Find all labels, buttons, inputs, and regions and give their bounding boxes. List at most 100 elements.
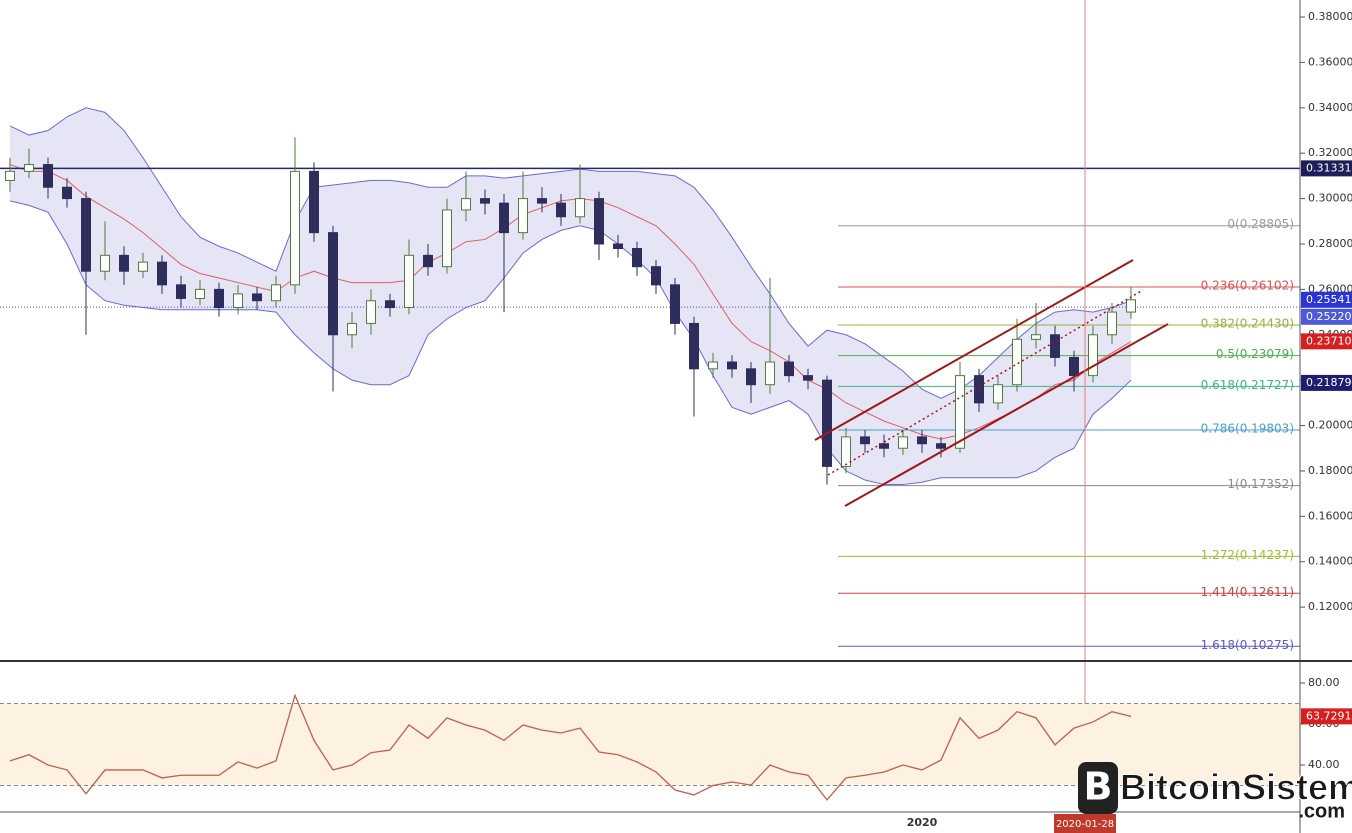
candle-body <box>404 254 414 309</box>
candle-body <box>1088 334 1098 377</box>
candle-body <box>1069 356 1079 377</box>
channel-mid <box>827 289 1144 476</box>
fib-label: 0.236(0.26102) <box>1201 279 1294 293</box>
y-tick-label: 0.36000 <box>1308 55 1352 68</box>
rsi-value-box <box>1301 708 1352 725</box>
price-label: 0.21879 <box>1306 376 1352 389</box>
fib-label: 0.382(0.24430) <box>1201 317 1294 331</box>
bollinger-fill <box>10 107 1131 485</box>
channel-upper <box>814 259 1134 441</box>
axis-labels: 0.120000.140000.160000.180000.200000.220… <box>907 10 1352 833</box>
candle-body <box>518 198 528 234</box>
candle-body <box>271 284 281 302</box>
y-tick-label: 0.32000 <box>1308 146 1352 159</box>
y-tick-label: 40.00 <box>1308 758 1340 771</box>
candle-body <box>746 368 756 386</box>
candle-body <box>461 198 471 211</box>
y-tick-label: 0.20000 <box>1308 419 1352 432</box>
candle-body <box>138 261 148 272</box>
y-tick-label: 0.34000 <box>1308 101 1352 114</box>
candle-body <box>974 375 984 404</box>
y-tick-label: 0.16000 <box>1308 509 1352 522</box>
candle-body <box>537 198 547 204</box>
candle-body <box>1126 299 1136 313</box>
y-tick-label: 0.14000 <box>1308 555 1352 568</box>
y-tick-label: 0.38000 <box>1308 10 1352 23</box>
candle-body <box>100 254 110 272</box>
crosshair-date: 2020-01-28 <box>1056 819 1114 830</box>
candle-body <box>176 284 186 299</box>
candle-body <box>708 361 718 370</box>
price-label: 0.23710 <box>1306 334 1352 347</box>
candle-body <box>157 261 167 286</box>
crosshair-date-box <box>1054 814 1116 833</box>
price-label-box <box>1301 308 1352 325</box>
fib-label: 0.618(0.21727) <box>1201 378 1294 392</box>
price-label: 0.25541 <box>1306 293 1352 306</box>
fib-label: 0.5(0.23079) <box>1216 347 1294 361</box>
candle-body <box>993 384 1003 404</box>
candle-body <box>917 436 927 445</box>
candle-body <box>765 361 775 386</box>
price-label-box <box>1301 160 1352 177</box>
candle-body <box>898 436 908 449</box>
x-tick-label: 2020 <box>907 816 938 829</box>
watermark-brand: BitcoinSistemi <box>1120 767 1352 808</box>
candle-body <box>43 164 53 188</box>
candle-body <box>423 254 433 268</box>
candle-body <box>784 361 794 377</box>
fib-label: 1(0.17352) <box>1227 477 1294 491</box>
fib-label: 1.272(0.14237) <box>1201 548 1294 562</box>
fib-label: 0.786(0.19803) <box>1201 422 1294 436</box>
watermark-logo <box>1078 762 1118 814</box>
y-tick-label: 0.28000 <box>1308 237 1352 250</box>
candle-body <box>62 186 72 200</box>
candle-body <box>1107 311 1117 336</box>
candle-body <box>385 300 395 309</box>
fib-label: 0(0.28805) <box>1227 217 1294 231</box>
watermark: B BitcoinSistemi .com <box>1078 762 1352 822</box>
price-panel: 0(0.28805) 0.236(0.26102) 0.382(0.24430) 0.… <box>0 107 1300 652</box>
candle-body <box>290 170 300 286</box>
candle-body <box>5 170 15 181</box>
price-label-box <box>1301 333 1352 350</box>
candle-body <box>803 375 813 381</box>
watermark-logo-mark: B <box>1084 765 1113 809</box>
price-label: 0.31331 <box>1306 161 1352 174</box>
candle-body <box>499 202 509 234</box>
y-tick-label: 0.12000 <box>1308 600 1352 613</box>
candle-body <box>1031 334 1041 340</box>
rsi-value-label: 63.7291 <box>1306 709 1352 722</box>
candle-body <box>575 198 585 218</box>
candle-body <box>860 436 870 445</box>
fib-label: 1.618(0.10275) <box>1201 638 1294 652</box>
candle-body <box>366 300 376 324</box>
candle-body <box>81 198 91 272</box>
candle-body <box>328 232 338 336</box>
candle-body <box>1050 334 1060 358</box>
candle-body <box>689 322 699 370</box>
candle-body <box>936 443 946 449</box>
candle-body <box>727 361 737 370</box>
bollinger-middle <box>9 164 1132 440</box>
candle-body <box>1012 338 1022 386</box>
candle-body <box>347 322 357 336</box>
watermark-domain: .com <box>1298 800 1345 822</box>
candle-body <box>119 254 129 272</box>
price-label-box <box>1301 374 1352 391</box>
bollinger-upper <box>9 107 1132 399</box>
fib-label: 1.414(0.12611) <box>1201 585 1294 599</box>
channel-lower <box>844 323 1169 507</box>
candle-body <box>670 284 680 324</box>
candle-body <box>841 436 851 467</box>
candle-body <box>651 266 661 286</box>
y-tick-label: 80.00 <box>1308 676 1340 689</box>
y-tick-label: 0.18000 <box>1308 464 1352 477</box>
rsi-line <box>9 693 1132 801</box>
price-label: 0.25220 <box>1306 310 1352 323</box>
candle-body <box>442 209 452 268</box>
candle-body <box>613 243 623 250</box>
bollinger-lower <box>9 200 1132 486</box>
